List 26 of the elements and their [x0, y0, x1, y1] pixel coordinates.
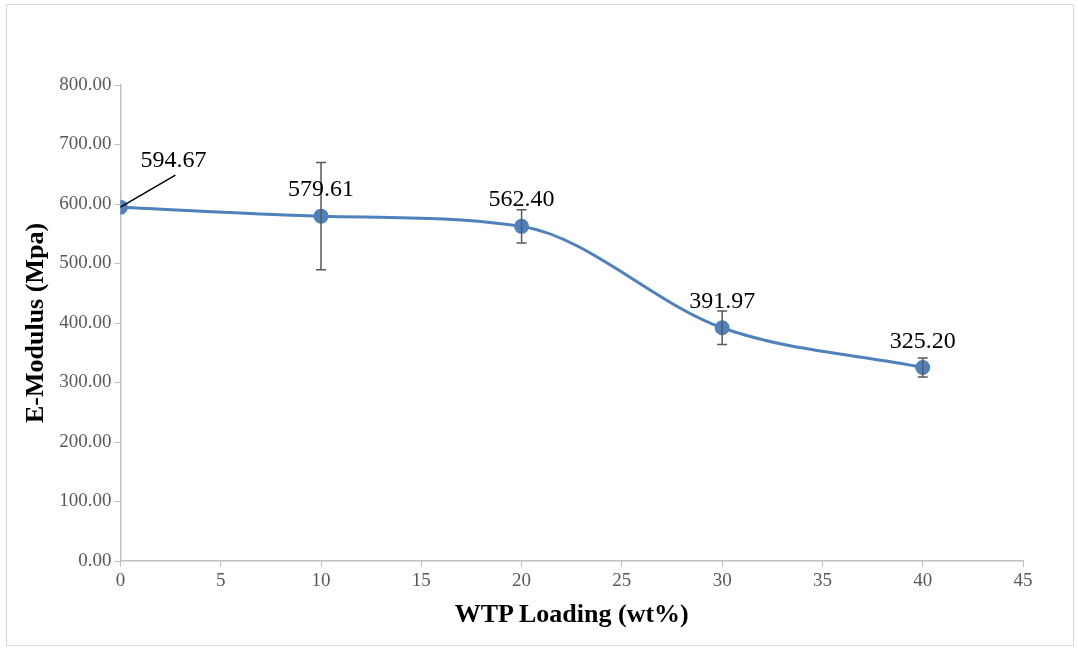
x-tick-label: 5: [215, 569, 226, 591]
y-tick-label: 100.00: [59, 489, 112, 511]
y-tick-label: 700.00: [59, 132, 112, 154]
x-tick-label: 30: [712, 569, 732, 591]
x-tick-label: 35: [812, 569, 832, 591]
x-axis-title: WTP Loading (wt%): [454, 599, 689, 629]
y-axis-title: E-Modulus (Mpa): [20, 222, 50, 424]
y-tick-label: 200.00: [59, 429, 112, 451]
text: 562.40: [488, 185, 555, 212]
y-tick-label: 300.00: [59, 370, 112, 392]
x-tick-label: 15: [411, 569, 431, 591]
y-tick-label: 500.00: [59, 251, 112, 273]
text: 391.97: [689, 286, 756, 313]
x-tick-label: 40: [913, 569, 933, 591]
x-tick-label: 25: [612, 569, 632, 591]
y-tick-label: 0.00: [78, 548, 112, 570]
y-tick-label: 600.00: [59, 191, 112, 213]
x-tick-label: 0: [115, 569, 126, 591]
y-tick-label: 800.00: [59, 72, 112, 94]
text: 579.61: [288, 175, 355, 202]
y-tick-label: 400.00: [59, 310, 112, 332]
text: 594.67: [140, 146, 207, 173]
x-tick-label: 20: [512, 569, 532, 591]
text: 325.20: [889, 326, 956, 353]
x-tick-label: 10: [311, 569, 331, 591]
x-tick-label: 45: [1013, 569, 1033, 591]
